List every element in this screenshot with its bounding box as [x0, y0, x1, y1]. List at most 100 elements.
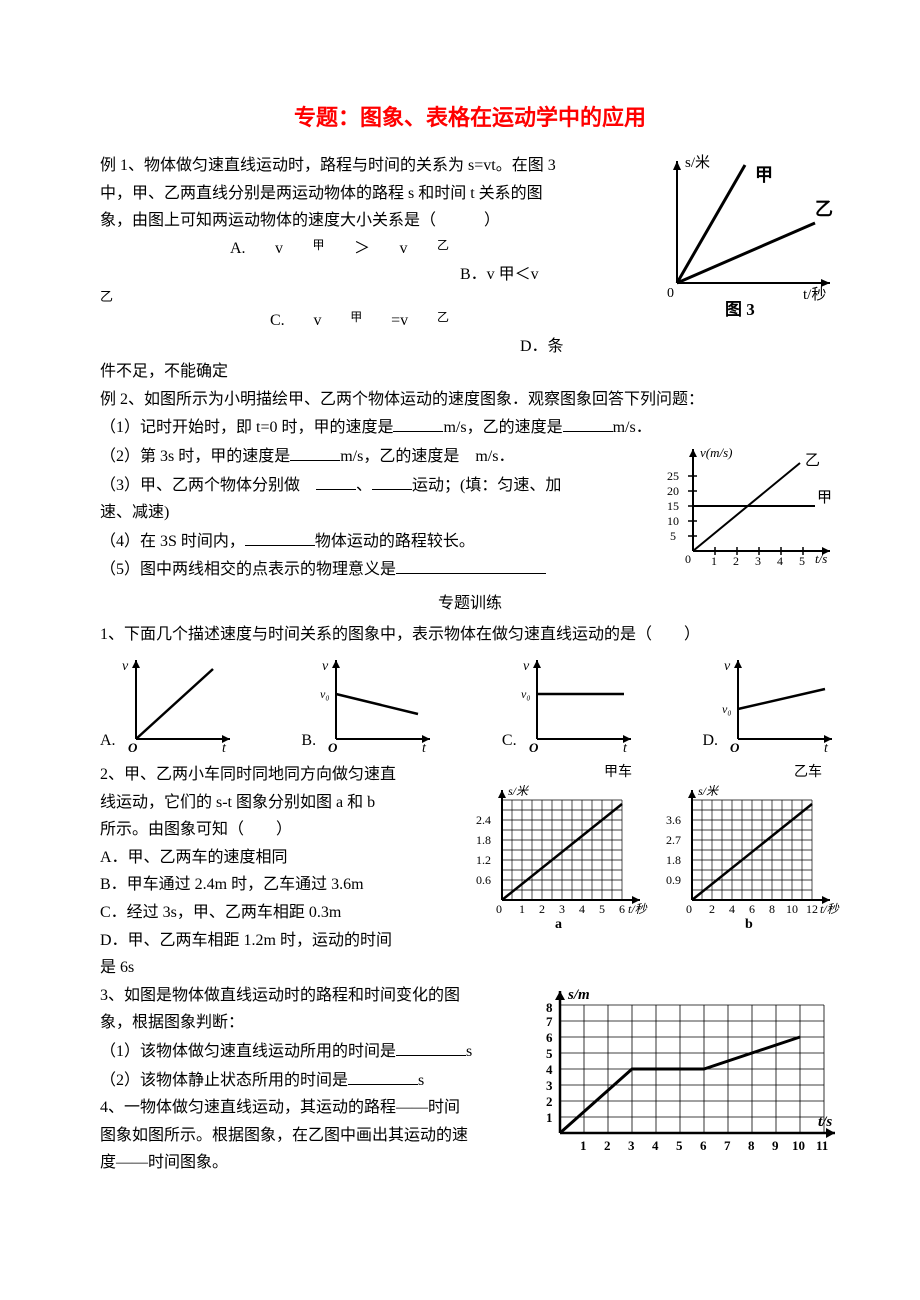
yt: 0.9 — [666, 873, 681, 887]
ex1-line4: 件不足，不能确定 — [100, 359, 840, 385]
yt: 1.8 — [666, 853, 681, 867]
q1-opt-d: D. v v₀ O t — [702, 654, 840, 754]
cap: a — [555, 917, 562, 930]
yl: s/m — [567, 987, 590, 1003]
q1-opt-b: B. v v₀ O t — [301, 654, 438, 754]
xt: 6 — [700, 1138, 707, 1153]
blank — [396, 1038, 466, 1056]
fig3-line2: 乙 — [815, 199, 833, 219]
yt: 1.2 — [476, 853, 491, 867]
yt: 1.8 — [476, 833, 491, 847]
ex2-q1c: m/s． — [613, 419, 652, 436]
ex2-q2b: m/s，乙的速度是 m/s． — [340, 448, 514, 465]
xtick: 3 — [755, 554, 761, 568]
yt: 0.6 — [476, 873, 491, 887]
optA-pre: A. — [230, 236, 246, 262]
yt: 4 — [546, 1062, 553, 1077]
optC-sub: 甲 — [350, 308, 362, 334]
xt: 7 — [724, 1138, 731, 1153]
example-2: 例 2、如图所示为小明描绘甲、乙两个物体运动的速度图象．观察图象回答下列问题： … — [100, 387, 840, 583]
q2-l3: 所示。由图象可知（ ） — [100, 817, 462, 843]
fig3-caption: 图 3 — [725, 300, 755, 318]
fig3-ylabel: s/米 — [685, 154, 710, 171]
q2-fig-a: 甲车 s/米 t/秒 0.6 1.2 1.8 2.4 1 2 3 — [470, 762, 650, 955]
training-heading: 专题训练 — [100, 591, 840, 617]
x: t — [422, 741, 427, 754]
y: v — [724, 659, 731, 674]
xt: 4 — [579, 902, 585, 916]
q2-optB: B．甲车通过 2.4m 时，乙车通过 3.6m — [100, 872, 462, 898]
blank — [348, 1067, 418, 1085]
x: t — [222, 741, 227, 754]
q1-label-c: C. — [502, 728, 517, 754]
q1-opt-c: C. v v₀ O t — [502, 654, 639, 754]
yl: s/米 — [508, 785, 530, 798]
q2b-label: 乙车 — [660, 762, 840, 784]
ytick: 15 — [667, 499, 679, 513]
xt: 2 — [709, 902, 715, 916]
example-1: s/米 甲 乙 0 t/秒 图 3 例 1、物体做匀速直线运动时，路程与时间的关… — [100, 153, 840, 385]
q4-l1: 4、一物体做匀速直线运动，其运动的路程——时间 — [100, 1095, 522, 1121]
optC-v: v — [313, 308, 321, 334]
blank — [372, 472, 412, 490]
q2-optC: C．经过 3s，甲、乙两车相距 0.3m — [100, 900, 462, 926]
ex2-q2a: （2）第 3s 时，甲的速度是 — [100, 448, 290, 465]
cap: b — [745, 917, 753, 930]
figure-3: s/米 甲 乙 0 t/秒 图 3 — [655, 153, 840, 327]
q2-optA: A．甲、乙两车的速度相同 — [100, 845, 462, 871]
ex2-line1: 例 2、如图所示为小明描绘甲、乙两个物体运动的速度图象．观察图象回答下列问题： — [100, 387, 840, 413]
xt: 11 — [816, 1138, 828, 1153]
page-title: 专题：图象、表格在运动学中的应用 — [100, 100, 840, 135]
q1-opt-a: A. v O t — [100, 654, 238, 754]
xt: 10 — [786, 902, 798, 916]
q3-q2b: s — [418, 1072, 424, 1089]
ytick: 20 — [667, 484, 679, 498]
fig3-line1: 甲 — [755, 165, 773, 185]
ex2-q1a: （1）记时开始时，即 t=0 时，甲的速度是 — [100, 419, 393, 436]
ylabel: v(m/s) — [700, 445, 733, 460]
ex2-q4a: （4）在 3S 时间内， — [100, 533, 245, 550]
optA-v2: v — [399, 236, 407, 262]
ex2-q3a: （3）甲、乙两个物体分别做 — [100, 477, 316, 494]
q1-figures: A. v O t B. v v₀ O t C. — [100, 654, 840, 754]
xt: 6 — [619, 902, 625, 916]
x: t — [824, 741, 829, 754]
xl: t/s — [818, 1114, 832, 1130]
fig3-origin: 0 — [667, 286, 674, 301]
v0: v₀ — [722, 702, 732, 716]
xt: 3 — [628, 1138, 635, 1153]
q3-q1: （1）该物体做匀速直线运动所用的时间是s — [100, 1038, 522, 1065]
xt: 4 — [729, 902, 735, 916]
xl: t/秒 — [820, 902, 840, 916]
origin: 0 — [685, 552, 691, 566]
xl: t/秒 — [628, 902, 648, 916]
q2a-label: 甲车 — [470, 762, 650, 784]
xt: 6 — [749, 902, 755, 916]
q3-q1a: （1）该物体做匀速直线运动所用的时间是 — [100, 1043, 396, 1060]
xtick: 5 — [799, 554, 805, 568]
blank — [393, 414, 443, 432]
q1-label-d: D. — [702, 728, 718, 754]
xt: 9 — [772, 1138, 779, 1153]
yt: 3 — [546, 1078, 553, 1093]
v0: v₀ — [521, 687, 531, 701]
yt: 2.4 — [476, 813, 491, 827]
fig3-xlabel: t/秒 — [803, 286, 826, 303]
xt: 8 — [769, 902, 775, 916]
optC-sub2: 乙 — [437, 308, 449, 334]
xt: 12 — [806, 902, 818, 916]
ex2-q5a: （5）图中两线相交的点表示的物理意义是 — [100, 561, 396, 578]
y: v — [122, 659, 129, 674]
yt: 1 — [546, 1110, 553, 1125]
blank — [396, 556, 546, 574]
ex1-options-row2: C. v 甲 =v 乙 — [100, 308, 649, 334]
q4-l3: 度——时间图象。 — [100, 1150, 522, 1176]
blank — [290, 443, 340, 461]
q2-fig-b: 乙车 s/米 t/秒 0.9 1.8 2.7 3.6 2 4 6 — [660, 762, 840, 955]
optC-eq: =v — [391, 308, 408, 334]
o: O — [529, 740, 539, 754]
ex2-q3b: 、 — [356, 477, 372, 494]
yt: 8 — [546, 1000, 553, 1015]
ex2-q1: （1）记时开始时，即 t=0 时，甲的速度是 m/s，乙的速度是 m/s． — [100, 414, 840, 441]
ex2-q1b: m/s，乙的速度是 — [443, 419, 562, 436]
